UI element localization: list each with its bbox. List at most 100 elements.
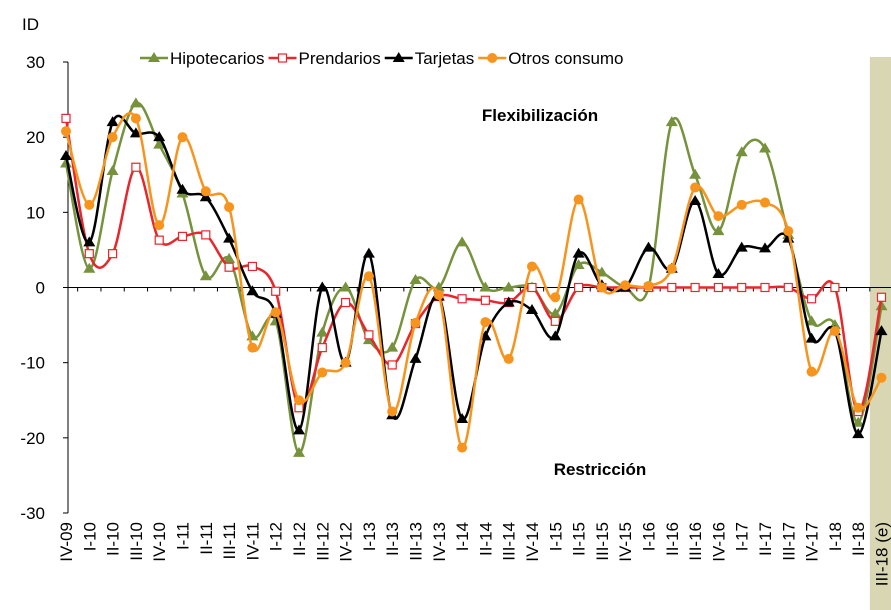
marker [876, 292, 887, 302]
legend-label: Hipotecarios [170, 49, 265, 68]
marker [487, 53, 498, 63]
x-tick-label: II-15 [570, 522, 589, 556]
marker [129, 127, 142, 138]
marker [526, 304, 538, 315]
marker [620, 280, 631, 291]
marker [130, 113, 141, 124]
marker [573, 194, 584, 205]
x-tick-label: I-16 [640, 522, 659, 551]
marker [363, 271, 374, 282]
x-tick-label: III-14 [500, 522, 519, 561]
marker [392, 52, 405, 62]
marker [829, 326, 840, 337]
marker [480, 295, 490, 305]
marker [340, 357, 351, 368]
marker [201, 230, 211, 240]
marker [642, 241, 655, 252]
y-tick-label: -20 [20, 429, 45, 448]
y-tick-label: 30 [26, 53, 45, 72]
x-tick-label: III-12 [313, 522, 332, 561]
marker [502, 296, 515, 307]
marker [527, 282, 537, 293]
x-tick-label: I-10 [80, 522, 99, 551]
legend-item: Tarjetas [384, 49, 474, 68]
marker [596, 282, 607, 293]
x-tick-label: II-10 [104, 522, 123, 556]
marker [83, 262, 96, 273]
marker [735, 241, 748, 252]
marker [666, 263, 677, 274]
marker [341, 297, 351, 308]
marker [737, 282, 747, 293]
marker [690, 282, 700, 293]
marker [293, 424, 305, 435]
marker [131, 162, 141, 172]
marker [177, 231, 188, 241]
marker [759, 142, 771, 153]
marker [503, 353, 514, 364]
marker [316, 326, 329, 337]
x-tick-label: II-14 [476, 522, 495, 556]
x-tick-label: III-15 [593, 522, 612, 561]
x-tick-label: IV-10 [150, 522, 169, 562]
marker [223, 232, 236, 243]
legend-label: Prendarios [299, 49, 381, 68]
marker [479, 281, 492, 292]
series-line [64, 101, 883, 455]
marker [224, 202, 235, 213]
marker [690, 182, 701, 193]
marker [712, 267, 725, 278]
marker [386, 341, 399, 352]
marker [457, 294, 467, 304]
marker [409, 352, 422, 363]
marker [339, 281, 352, 292]
marker [830, 282, 840, 293]
marker [129, 97, 142, 108]
marker [107, 132, 118, 143]
marker [317, 367, 328, 378]
marker [502, 281, 515, 292]
marker [271, 286, 281, 296]
x-tick-label: III-13 [407, 522, 426, 561]
x-tick-label: II-18 [849, 522, 868, 556]
marker [643, 280, 654, 291]
marker [573, 282, 584, 293]
marker [806, 366, 817, 377]
marker [316, 281, 329, 292]
marker [852, 416, 865, 427]
annotation: Flexibilización [482, 106, 598, 125]
marker [665, 116, 678, 127]
legend-item: Otros consumo [478, 49, 624, 68]
marker [876, 372, 887, 383]
marker [527, 261, 537, 272]
marker [550, 292, 561, 303]
x-tick-label: I-12 [267, 522, 286, 551]
marker [317, 343, 327, 353]
x-tick-label: I-18 [826, 522, 845, 551]
marker [106, 116, 119, 127]
x-tick-label: II-16 [663, 522, 682, 556]
x-tick-label: III-17 [779, 522, 798, 561]
marker [735, 146, 748, 157]
marker [387, 406, 398, 417]
marker [853, 402, 864, 413]
x-tick-label: I-17 [733, 522, 752, 551]
marker [176, 183, 189, 194]
marker [805, 315, 818, 326]
legend-item: Prendarios [268, 49, 381, 68]
x-tick-label: II-12 [290, 522, 309, 556]
marker [549, 330, 562, 341]
marker [224, 262, 234, 272]
marker [83, 236, 96, 247]
marker [247, 261, 257, 272]
y-tick-label: -10 [20, 354, 45, 373]
legend-item: Hipotecarios [140, 49, 265, 68]
marker [410, 317, 421, 328]
marker [480, 317, 491, 328]
marker [247, 342, 258, 353]
marker [153, 131, 166, 142]
marker [246, 285, 259, 296]
x-tick-label: II-17 [756, 522, 775, 556]
marker [409, 273, 422, 284]
